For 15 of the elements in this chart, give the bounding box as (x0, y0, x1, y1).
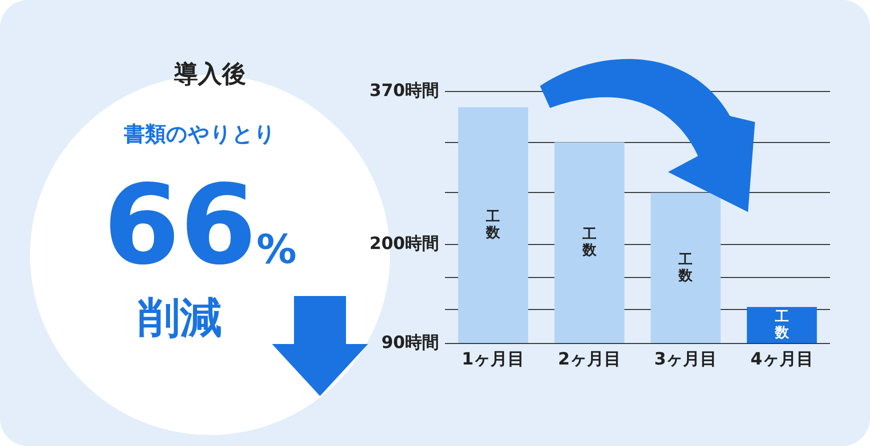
data-label: 工数 (485, 209, 502, 242)
x-tick-label: 3ヶ月目 (654, 350, 718, 370)
y-tick-label: 200時間 (370, 234, 439, 254)
x-tick-label: 1ヶ月目 (462, 350, 525, 370)
y-tick-label: 90時間 (381, 333, 439, 353)
x-tick-label: 4ヶ月目 (750, 350, 814, 370)
x-tick-label: 2ヶ月目 (558, 350, 621, 370)
y-tick-label: 370時間 (370, 81, 439, 101)
text: 削減 (137, 292, 223, 344)
data-label: 工数 (774, 309, 790, 341)
data-label: 工数 (581, 226, 598, 259)
text: 66% (103, 161, 297, 289)
text: 導入後 (174, 60, 246, 88)
text: 書類のやりとり (123, 121, 277, 148)
data-label: 工数 (678, 252, 694, 284)
